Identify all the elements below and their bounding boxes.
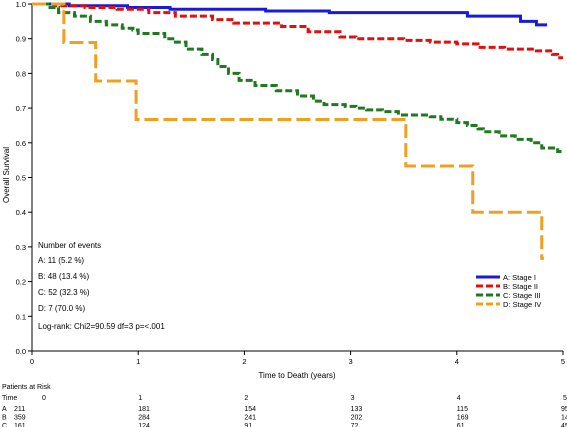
y-axis-label: Overall Survival <box>2 147 11 203</box>
y-tick-label: 0.4 <box>16 208 26 217</box>
risk-cell: 133 <box>351 406 363 413</box>
y-tick-label: 0.6 <box>16 139 26 148</box>
series-line-d <box>32 2 544 260</box>
x-tick-label: 0 <box>30 357 34 366</box>
y-tick-label: 0.5 <box>16 174 26 183</box>
risk-cell: 202 <box>351 415 363 422</box>
risk-cell: 241 <box>244 415 256 422</box>
risk-cell: 140 <box>561 415 567 422</box>
series-group <box>32 2 563 260</box>
y-tick-label: 0.2 <box>16 278 26 287</box>
risk-cell: 284 <box>138 415 150 422</box>
risk-cell: 181 <box>138 406 150 413</box>
events-annotation: Number of events A: 11 (5.2 %) B: 48 (13… <box>38 241 165 331</box>
risk-time-header: 4 <box>457 395 461 402</box>
legend-label: A: Stage I <box>503 273 536 282</box>
y-tick-label: 0.9 <box>16 35 26 44</box>
events-line-d: D: 7 (70.0 %) <box>38 304 85 313</box>
risk-row-label: B <box>2 415 7 422</box>
events-title: Number of events <box>38 241 101 250</box>
series-line-b <box>32 2 563 60</box>
risk-cell: 91 <box>244 423 252 427</box>
x-tick-label: 5 <box>561 357 565 366</box>
y-tick-label: 0.8 <box>16 69 26 78</box>
legend-label: B: Stage II <box>503 282 538 291</box>
risk-cell: 95 <box>561 406 567 413</box>
risk-table-title: Patients at Risk <box>2 384 51 391</box>
risk-cell: 154 <box>244 406 256 413</box>
series-line-a <box>32 2 548 27</box>
y-tick-group: 0.0 0.1 0.2 0.3 0.4 0.5 0.6 0.7 0.8 0.9 1.0 <box>16 0 32 356</box>
risk-cell: 124 <box>138 423 150 427</box>
y-tick-label: 0.7 <box>16 104 26 113</box>
risk-table: Patients at Risk Time 0 1 2 3 4 5A 211 181 154 133… <box>2 384 567 427</box>
risk-cell: 45 <box>561 423 567 427</box>
risk-cell: 161 <box>14 423 26 427</box>
risk-row-label: A <box>2 406 7 413</box>
x-tick-label: 1 <box>136 357 140 366</box>
y-tick-label: 0.1 <box>16 312 26 321</box>
risk-row-label: C <box>2 423 7 427</box>
x-tick-label: 4 <box>455 357 459 366</box>
series-line-c <box>32 2 563 153</box>
risk-cell: 169 <box>457 415 469 422</box>
events-line-b: B: 48 (13.4 %) <box>38 272 89 281</box>
risk-time-label: Time <box>2 395 17 402</box>
risk-time-header: 0 <box>42 395 46 402</box>
risk-cell: 115 <box>457 406 468 413</box>
risk-time-header: 2 <box>244 395 248 402</box>
legend-label: D: Stage IV <box>503 300 541 309</box>
risk-cell: 61 <box>457 423 465 427</box>
risk-cell: 359 <box>14 415 26 422</box>
x-tick-label: 2 <box>242 357 246 366</box>
risk-time-header: 1 <box>138 395 142 402</box>
legend-label: C: Stage III <box>503 291 541 300</box>
y-tick-label: 0.0 <box>16 347 26 356</box>
x-tick-label: 3 <box>349 357 353 366</box>
y-tick-label: 0.3 <box>16 243 26 252</box>
risk-time-header: 3 <box>351 395 355 402</box>
logrank-text: Log-rank: Chi2=90.59 df=3 p=<.001 <box>38 322 165 331</box>
risk-cell: 72 <box>351 423 359 427</box>
risk-time-header: 5 <box>563 395 567 402</box>
events-line-a: A: 11 (5.2 %) <box>38 256 84 265</box>
risk-cell: 211 <box>14 406 25 413</box>
x-axis-label: Time to Death (years) <box>258 371 335 380</box>
events-line-c: C: 52 (32.3 %) <box>38 288 90 297</box>
y-tick-label: 1.0 <box>16 0 26 9</box>
x-tick-group: 0 1 2 3 4 5 <box>30 351 565 366</box>
